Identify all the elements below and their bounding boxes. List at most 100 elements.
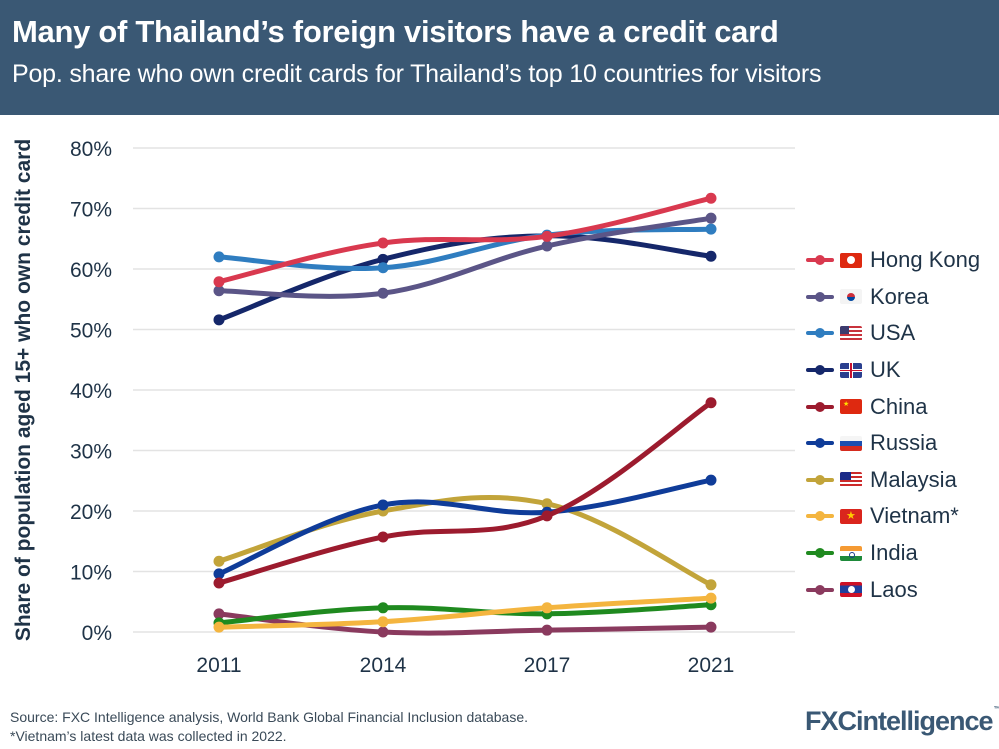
y-tick-label: 50% [70, 320, 112, 343]
data-point [705, 212, 717, 224]
legend-label: USA [870, 320, 916, 346]
series-line [216, 215, 714, 299]
legend-label: Vietnam* [870, 503, 959, 529]
legend-label: Hong Kong [870, 247, 981, 273]
usa-flag-icon [840, 325, 862, 341]
india-flag-icon [840, 545, 862, 561]
data-point [705, 621, 717, 633]
series-line [216, 233, 714, 323]
legend-item-russia: Russia [806, 425, 980, 462]
series-line [216, 195, 714, 285]
data-point [213, 251, 225, 263]
data-point [377, 237, 389, 249]
data-point [213, 285, 225, 297]
legend-item-vietnam: ★ Vietnam* [806, 498, 980, 535]
data-point [541, 602, 553, 614]
legend-item-laos: Laos [806, 571, 980, 608]
korea-flag-icon [840, 289, 862, 305]
legend-item-korea: Korea [806, 279, 980, 316]
chart-subtitle: Pop. share who own credit cards for Thai… [12, 60, 822, 88]
fxc-intelligence-logo: FXCintelligence™ [805, 706, 999, 737]
data-point [377, 531, 389, 543]
data-point [705, 474, 717, 486]
series-hongkong [213, 192, 717, 288]
legend-item-uk: UK [806, 352, 980, 389]
data-point [377, 626, 389, 638]
legend-item-china: ★ China [806, 388, 980, 425]
source-note: Source: FXC Intelligence analysis, World… [10, 709, 529, 725]
series-china [213, 397, 717, 589]
logo-text: FXCintelligence [805, 706, 994, 736]
legend-line-swatch-icon [806, 401, 834, 412]
data-point [705, 223, 717, 235]
y-axis-ticks: 0% 10% 20% 30% 40% 50% 60% 70% 80% [70, 138, 112, 645]
legend-label: India [870, 540, 918, 566]
series-line [216, 400, 714, 586]
russia-flag-icon [840, 435, 862, 451]
data-point [705, 579, 717, 591]
data-point [377, 262, 389, 274]
x-tick-label: 2011 [196, 654, 241, 677]
series-russia [213, 474, 717, 580]
legend-label: Russia [870, 430, 938, 456]
hong-kong-flag-icon [840, 252, 862, 268]
legend-label: UK [870, 357, 901, 383]
data-point [705, 192, 717, 204]
series-line [216, 595, 714, 630]
malaysia-flag-icon [840, 472, 862, 488]
y-tick-label: 60% [70, 259, 112, 282]
data-point [377, 602, 389, 614]
footer: Source: FXC Intelligence analysis, World… [10, 708, 528, 746]
data-point [213, 568, 225, 580]
series-line [216, 477, 714, 577]
y-tick-label: 40% [70, 380, 112, 403]
data-point [705, 592, 717, 604]
legend-label: Malaysia [870, 466, 957, 492]
legend-line-swatch-icon [806, 548, 834, 559]
legend-line-swatch-icon [806, 511, 834, 522]
data-point [213, 608, 225, 620]
legend-line-swatch-icon [806, 584, 834, 595]
data-point [541, 624, 553, 636]
vietnam-footnote: *Vietnam’s latest data was collected in … [10, 728, 287, 744]
x-tick-label: 2017 [524, 654, 571, 677]
china-flag-icon: ★ [840, 399, 862, 415]
data-point [213, 314, 225, 326]
legend: Hong Kong Korea USA UK ★ China Russia Malaysia ★… [806, 242, 980, 608]
x-tick-label: 2014 [360, 654, 407, 677]
laos-flag-icon [840, 582, 862, 598]
data-point [705, 250, 717, 262]
y-tick-label: 30% [70, 441, 112, 464]
data-point [213, 621, 225, 633]
data-point [541, 230, 553, 242]
legend-line-swatch-icon [806, 255, 834, 266]
legend-line-swatch-icon [806, 291, 834, 302]
legend-line-swatch-icon [806, 328, 834, 339]
gridlines [133, 147, 795, 633]
vietnam-flag-icon: ★ [840, 508, 862, 524]
data-point [705, 397, 717, 409]
data-point [541, 498, 553, 510]
data-point [213, 555, 225, 567]
series-line [216, 602, 714, 626]
legend-line-swatch-icon [806, 474, 834, 485]
y-tick-label: 20% [70, 501, 112, 524]
y-tick-label: 80% [70, 138, 112, 161]
x-tick-label: 2021 [688, 654, 735, 677]
data-point [213, 577, 225, 589]
legend-item-india: India [806, 535, 980, 572]
legend-label: Korea [870, 283, 929, 309]
y-tick-label: 70% [70, 199, 112, 222]
data-point [377, 287, 389, 299]
series-uk [213, 230, 717, 326]
legend-item-malaysia: Malaysia [806, 462, 980, 499]
chart-title: Many of Thailand’s foreign visitors have… [12, 14, 779, 49]
y-tick-label: 10% [70, 562, 112, 585]
legend-line-swatch-icon [806, 365, 834, 376]
legend-label: China [870, 393, 928, 419]
uk-flag-icon [840, 362, 862, 378]
data-point [213, 276, 225, 288]
legend-item-hongkong: Hong Kong [806, 242, 980, 279]
data-point [541, 510, 553, 522]
